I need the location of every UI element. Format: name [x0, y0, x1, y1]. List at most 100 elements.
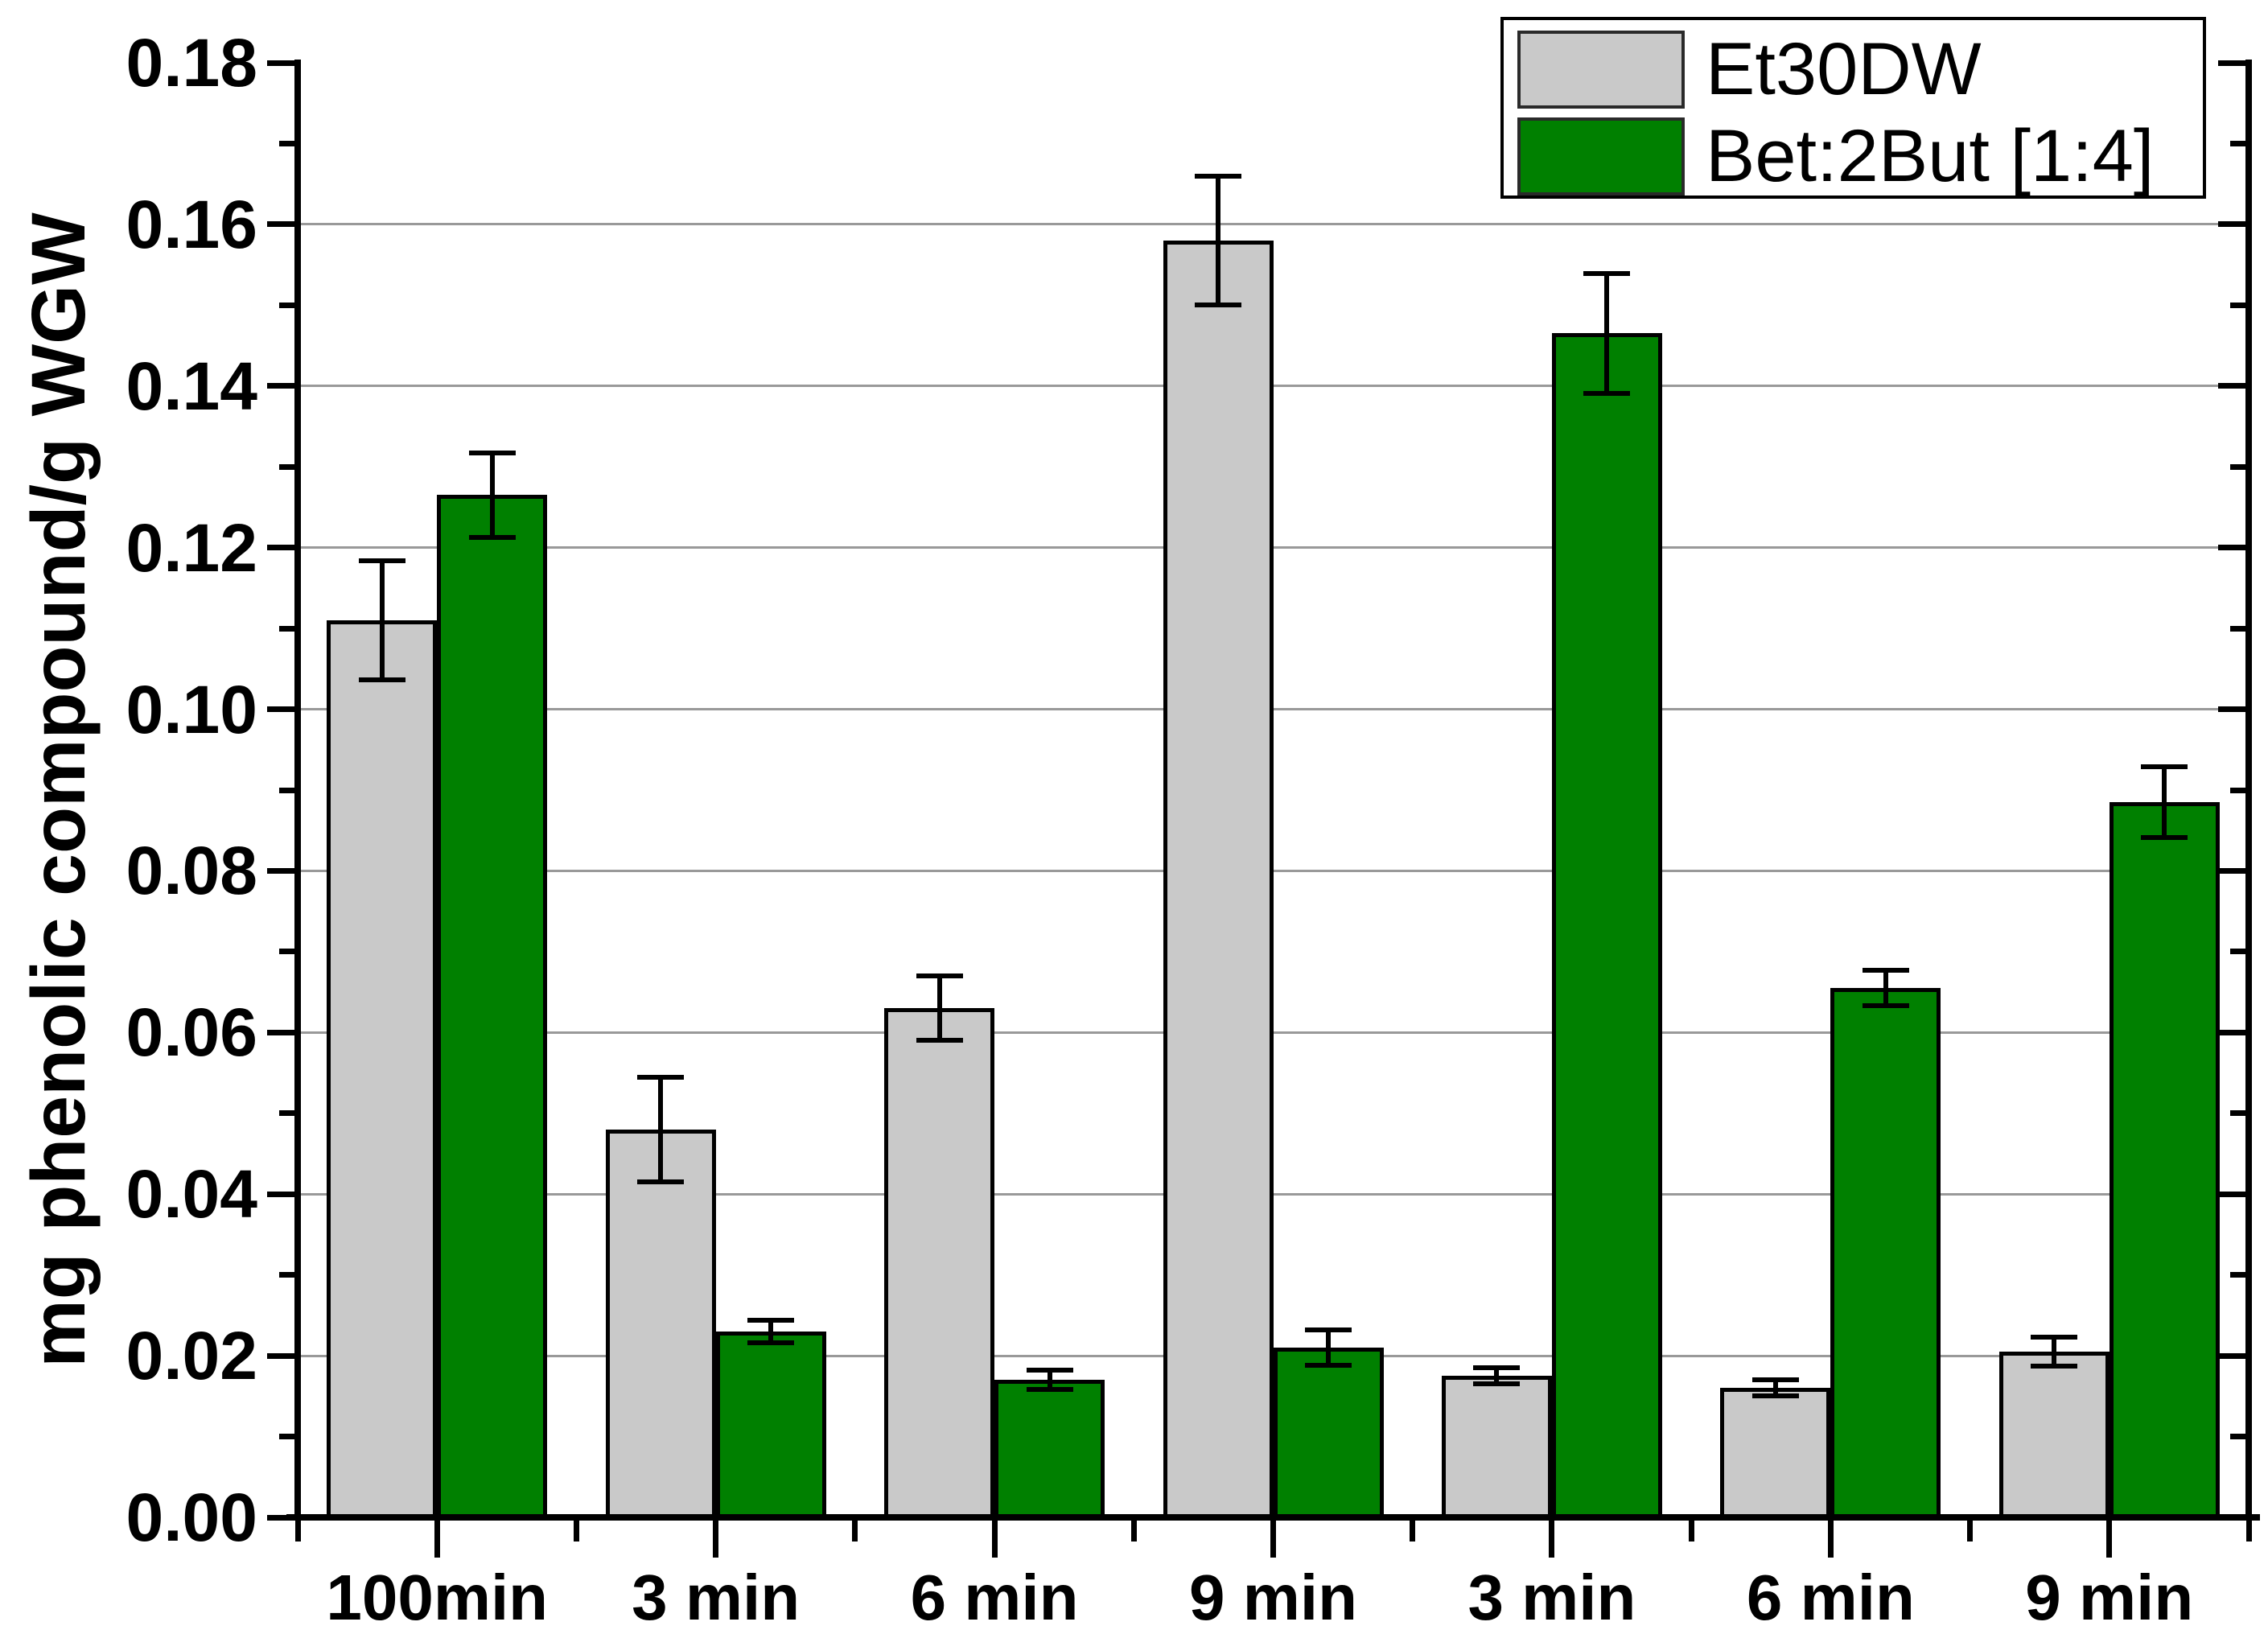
right-major-tick	[2218, 706, 2245, 713]
error-bar	[489, 453, 495, 537]
y-tick-label: 0.18	[126, 25, 258, 101]
right-major-tick	[2218, 221, 2245, 228]
x-major-tick	[1827, 1521, 1834, 1558]
error-bar	[658, 1076, 664, 1183]
x-major-tick	[1270, 1521, 1276, 1558]
x-major-tick	[434, 1521, 440, 1558]
bar-et30dw-3min	[605, 1129, 716, 1521]
x-minor-tick	[1130, 1521, 1137, 1542]
error-bar	[2052, 1337, 2057, 1367]
error-bar-cap	[1583, 390, 1631, 396]
x-minor-tick	[2245, 1521, 2252, 1542]
x-major-tick	[713, 1521, 719, 1558]
error-bar-cap	[1473, 1381, 1521, 1387]
bar-bet2but-3min	[715, 1331, 826, 1521]
y-major-tick	[267, 1352, 294, 1359]
error-bar-cap	[1583, 271, 1631, 277]
error-bar-cap	[2031, 1335, 2078, 1340]
bar-bet2but-9min	[2109, 802, 2220, 1521]
y-tick-label: 0.04	[126, 1156, 258, 1233]
y-minor-tick	[279, 949, 294, 955]
error-bar	[936, 976, 942, 1041]
y-major-tick	[267, 60, 294, 66]
right-minor-tick	[2230, 625, 2245, 632]
bar-bet2but-6min	[1830, 988, 1941, 1521]
error-bar	[1216, 175, 1220, 306]
error-bar-cap	[1195, 173, 1241, 179]
x-tick-label: 100min	[326, 1562, 549, 1630]
error-bar-cap	[637, 1074, 685, 1080]
gridline	[298, 1192, 2249, 1196]
error-bar	[2162, 766, 2167, 838]
error-bar	[768, 1319, 774, 1344]
bar-bet2but-6min	[994, 1380, 1105, 1521]
x-major-tick	[1549, 1521, 1555, 1558]
x-major-tick	[2106, 1521, 2113, 1558]
y-tick-label: 0.00	[126, 1480, 258, 1555]
legend-label-et30dw: Et30DW	[1706, 28, 1982, 110]
y-tick-label: 0.12	[126, 509, 258, 586]
error-bar	[1494, 1368, 1500, 1385]
bar-et30dw-9min	[1998, 1352, 2110, 1521]
error-bar-cap	[1751, 1393, 1799, 1399]
y-major-tick	[267, 545, 294, 551]
y-tick-label: 0.06	[126, 994, 258, 1071]
x-minor-tick	[1688, 1521, 1694, 1542]
x-tick-label: 6 min	[1746, 1562, 1915, 1630]
bar-bet2but-9min	[1273, 1348, 1384, 1521]
error-bar	[1047, 1370, 1052, 1390]
error-bar-cap	[1026, 1368, 1073, 1373]
error-bar	[1604, 274, 1610, 393]
y-axis-title: mg phenolic compound/g WGW	[16, 212, 101, 1368]
x-minor-tick	[573, 1521, 579, 1542]
x-tick-label: 9 min	[1189, 1562, 1357, 1630]
y-major-tick	[267, 1029, 294, 1035]
y-major-tick	[267, 706, 294, 713]
error-bar-cap	[1862, 967, 1909, 973]
y-axis-line	[294, 60, 301, 1521]
y-minor-tick	[279, 140, 294, 146]
right-major-tick	[2218, 1029, 2245, 1035]
error-bar-cap	[1473, 1365, 1521, 1371]
right-minor-tick	[2230, 463, 2245, 470]
x-tick-label: 3 min	[1467, 1562, 1636, 1630]
error-bar-cap	[1195, 303, 1241, 308]
error-bar-cap	[468, 451, 516, 456]
error-bar-cap	[2141, 764, 2188, 769]
right-major-tick	[2218, 60, 2245, 66]
x-tick-label: 3 min	[632, 1562, 801, 1630]
right-major-tick	[2218, 545, 2245, 551]
gridline	[298, 1031, 2249, 1034]
bar-et30dw-100min	[327, 620, 438, 1521]
right-minor-tick	[2230, 302, 2245, 308]
x-minor-tick	[852, 1521, 858, 1542]
y-tick-label: 0.16	[126, 186, 258, 262]
right-minor-tick	[2230, 1434, 2245, 1440]
y-minor-tick	[279, 1110, 294, 1117]
legend-row: Et30DW	[1504, 27, 2203, 116]
right-minor-tick	[2230, 140, 2245, 146]
right-major-tick	[2218, 1352, 2245, 1359]
y-minor-tick	[279, 302, 294, 308]
y-major-tick	[267, 383, 294, 389]
error-bar-cap	[747, 1317, 795, 1323]
gridline	[298, 546, 2249, 550]
y-minor-tick	[279, 1272, 294, 1278]
error-bar-cap	[2031, 1364, 2078, 1369]
error-bar	[1326, 1329, 1331, 1366]
x-major-tick	[991, 1521, 998, 1558]
y-minor-tick	[279, 625, 294, 632]
bar-et30dw-6min	[884, 1008, 995, 1521]
y-minor-tick	[279, 463, 294, 470]
y-minor-tick	[279, 787, 294, 793]
bar-bet2but-100min	[437, 495, 548, 1521]
right-major-tick	[2218, 1191, 2245, 1197]
right-axis-line	[2245, 60, 2252, 1521]
error-bar-cap	[637, 1179, 685, 1185]
y-major-tick	[267, 1191, 294, 1197]
y-major-tick	[267, 1514, 294, 1521]
y-tick-label: 0.14	[126, 348, 258, 424]
error-bar-cap	[747, 1340, 795, 1346]
bar-et30dw-3min	[1441, 1376, 1552, 1521]
